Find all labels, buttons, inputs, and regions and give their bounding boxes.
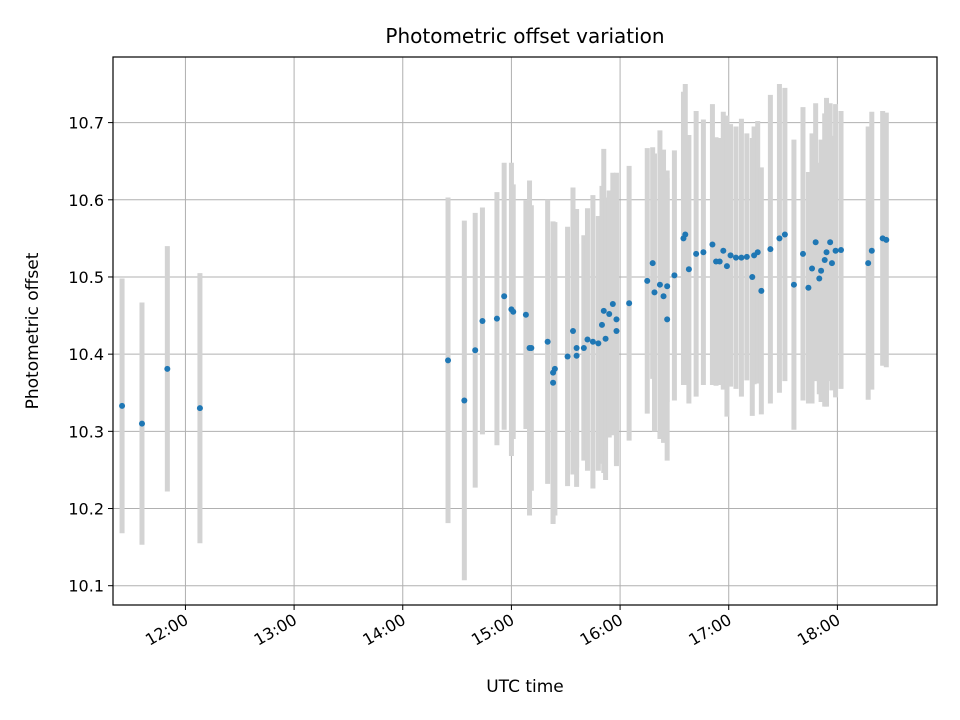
y-tick-label: 10.6 [68,191,104,210]
data-point [472,347,479,354]
y-axis-label: Photometric offset [23,252,43,409]
data-point [569,328,576,334]
data-point [816,275,823,282]
data-point [544,338,551,345]
data-point [743,253,750,260]
data-point [709,241,716,248]
chart-title: Photometric offset variation [385,24,664,48]
data-point [693,250,700,257]
data-point [589,338,596,345]
data-point [656,281,663,288]
data-point [868,247,875,254]
data-point [573,344,580,351]
data-point [461,397,468,404]
data-point [602,335,609,342]
data-point [776,235,783,242]
data-point [767,246,774,253]
data-point [573,352,580,359]
y-tick-label: 10.5 [68,268,104,287]
data-point [164,365,171,372]
data-point [522,311,529,318]
data-point [664,283,671,290]
data-point [445,357,452,364]
y-tick-label: 10.7 [68,114,104,133]
data-point [600,307,607,314]
data-point [823,249,830,256]
data-point [720,247,727,254]
data-point [138,420,145,427]
data-point [818,267,825,274]
data-point [606,311,613,318]
data-point [805,284,812,291]
data-points [119,231,890,427]
data-point [838,246,845,253]
data-point [613,316,620,323]
data-point [595,340,602,347]
data-point [738,254,745,261]
data-point [682,231,689,238]
data-point [119,402,126,409]
data-point [550,379,557,386]
data-point [501,293,508,300]
data-point [723,263,730,270]
data-point [493,315,500,322]
data-point [865,260,872,267]
data-point [651,289,658,296]
data-point [781,231,788,238]
data-point [644,277,651,284]
data-point [649,260,656,267]
data-point [528,344,535,351]
data-point [664,316,671,323]
data-point [196,405,203,412]
plot-frame [112,56,938,606]
data-point [716,258,723,265]
data-point [828,260,835,267]
data-point [685,266,692,273]
data-point [551,365,558,372]
data-point [812,239,819,246]
data-point [883,236,890,243]
data-point [727,252,734,259]
data-point [700,249,707,256]
data-point [510,308,517,315]
data-point [749,273,756,280]
data-point [564,353,571,360]
y-tick-label: 10.4 [68,345,104,364]
data-point [827,239,834,246]
data-point [821,256,828,263]
data-point [660,293,667,300]
data-point [832,247,839,254]
y-tick-label: 10.1 [68,577,104,596]
y-tick-label: 10.3 [68,422,104,441]
data-point [479,317,486,324]
data-point [758,287,765,294]
data-point [754,249,761,256]
data-point [626,300,633,307]
data-point [584,336,591,343]
data-point [732,254,739,261]
data-point [609,300,616,307]
data-point [598,321,605,328]
y-axis-ticks: 10.1 10.2 10.3 10.4 10.5 10.6 10.7 [68,114,113,596]
x-axis-label: UTC time [486,677,564,697]
data-point [790,281,797,288]
data-point [580,344,587,351]
data-point [809,265,816,272]
data-point [613,328,620,334]
data-point [799,250,806,257]
data-point [671,272,678,279]
y-tick-label: 10.2 [68,500,104,519]
